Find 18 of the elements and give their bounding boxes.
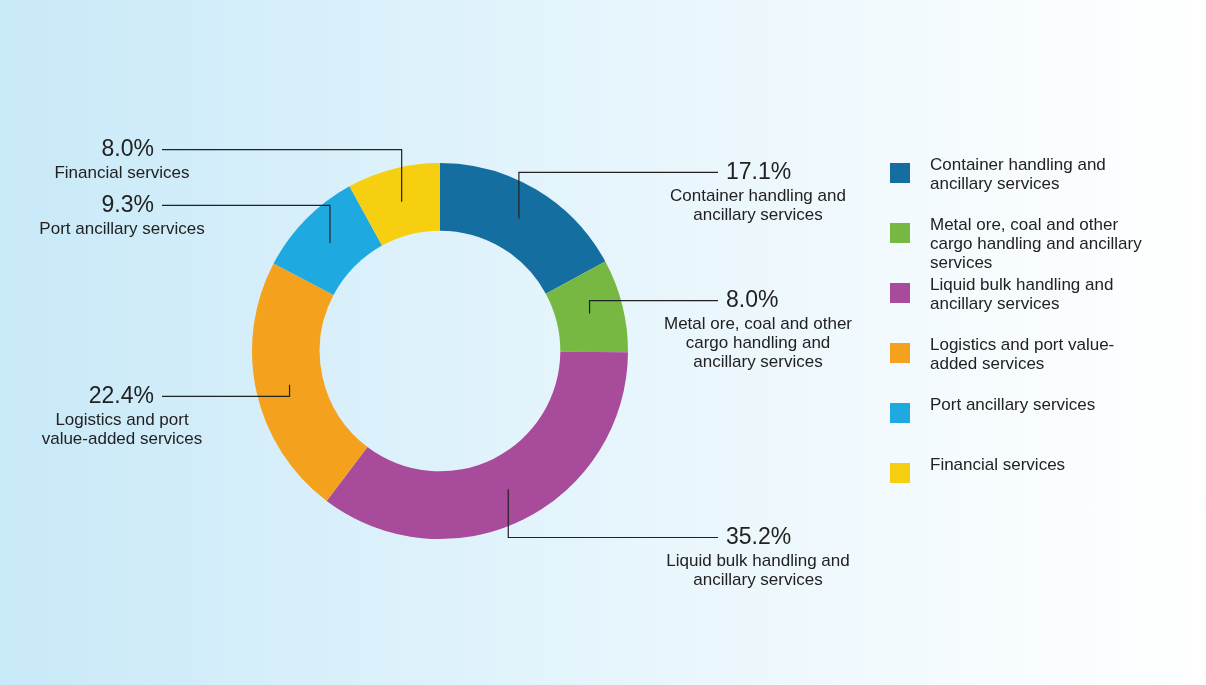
slice-label: Financial services: [54, 163, 190, 183]
data-label: 22.4%: [88, 381, 154, 408]
data-label: 8.0%: [726, 285, 779, 312]
slice-label: Metal ore, coal and other cargo handling and ancillary services: [663, 314, 853, 372]
data-label: 17.1%: [726, 157, 792, 184]
data-label: 35.2%: [726, 522, 792, 549]
legend-label: Logistics and port value-added services: [930, 335, 1116, 373]
legend-label: Metal ore, coal and other cargo handling and ancillary services: [930, 215, 1143, 272]
legend-label: Liquid bulk handling and ancillary services: [930, 275, 1115, 313]
slice-label: Logistics and port value-added services: [41, 410, 203, 449]
legend-label: Financial services: [930, 455, 1067, 474]
data-label: 8.0%: [101, 134, 154, 161]
legend-label: Container handling and ancillary services: [930, 155, 1107, 193]
slice-label: Liquid bulk handling and ancillary services: [666, 551, 850, 590]
slice-label: Container handling and ancillary services: [670, 185, 846, 224]
legend-label: Port ancillary services: [930, 395, 1097, 414]
data-label: 9.3%: [101, 190, 154, 217]
slice-label: Port ancillary services: [39, 219, 205, 238]
